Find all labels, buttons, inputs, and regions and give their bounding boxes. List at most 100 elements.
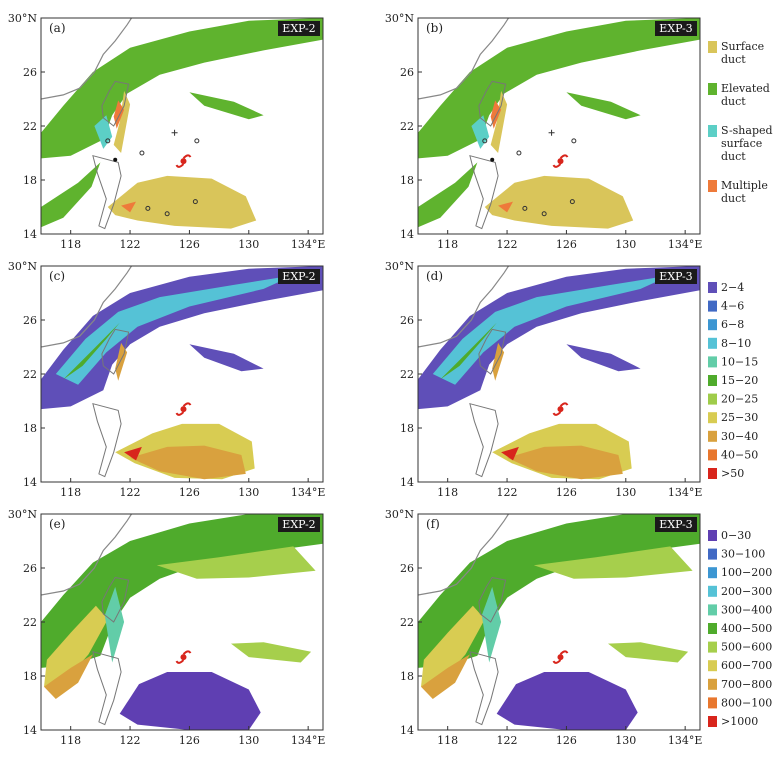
- y-tick-label: 26: [400, 314, 414, 327]
- station-marker: [522, 205, 528, 211]
- legend-row-3: 0−30 30−100 100−200 200−300 300−400 400−500 50…: [708, 529, 773, 728]
- legend-item: 100−200: [708, 566, 772, 579]
- y-tick-label: 30°N: [8, 508, 37, 521]
- typhoon-icon: [175, 650, 192, 664]
- legend-row-1: SurfaceductElevatedductS-shapedsurfacedu…: [708, 40, 773, 205]
- y-tick-label: 26: [23, 562, 37, 575]
- experiment-label: EXP-2: [282, 518, 315, 531]
- duct-height-band-mid: [432, 275, 671, 385]
- surface-duct-area: [490, 90, 508, 153]
- legend-swatch: [708, 356, 717, 368]
- legend-swatch: [708, 660, 717, 672]
- x-tick-label: 130: [238, 486, 259, 499]
- duct-strength-south: [119, 672, 261, 730]
- legend-label: 400−500: [721, 622, 772, 635]
- duct-strength-east-band: [156, 546, 316, 579]
- legend-item: 30−100: [708, 548, 765, 561]
- duct-height-east: [566, 344, 641, 372]
- y-tick-label: 14: [23, 724, 37, 737]
- duct-height-south-core: [130, 445, 246, 480]
- legend-swatch: [708, 41, 717, 53]
- x-tick-label: 118: [437, 734, 458, 747]
- experiment-label: EXP-3: [659, 22, 692, 35]
- legend-swatch: [708, 180, 717, 192]
- y-tick-label: 18: [400, 422, 414, 435]
- legend-label: 20−25: [721, 393, 758, 406]
- duct-strength-east-band: [533, 546, 693, 579]
- x-tick-label: 122: [120, 734, 141, 747]
- y-tick-label: 18: [400, 670, 414, 683]
- station-marker: [145, 205, 151, 211]
- legend-item: 800−1000: [708, 696, 773, 709]
- typhoon-icon: [552, 154, 569, 168]
- legend-label: S-shaped: [721, 124, 773, 137]
- panel-a: (a) EXP-2 118 122 126 130 134°E 30°N 26 22 18 14: [8, 12, 326, 251]
- legend-item: 700−800: [708, 678, 772, 691]
- y-tick-label: 14: [23, 476, 37, 489]
- elevated-duct-area: [41, 162, 101, 228]
- legend-swatch: [708, 623, 717, 634]
- duct-height-band-mid: [55, 275, 294, 385]
- y-tick-label: 22: [23, 368, 37, 381]
- elevated-duct-area: [566, 92, 641, 120]
- y-tick-label: 26: [400, 66, 414, 79]
- duct-height-band-low: [41, 266, 323, 410]
- legend-label: >1000: [721, 715, 758, 728]
- legend-label: 30−40: [721, 430, 758, 443]
- taiwan-coastline: [101, 576, 130, 623]
- legend-label: 8−10: [721, 337, 751, 350]
- legend-item: 600−700: [708, 659, 772, 672]
- legend-swatch: [708, 468, 717, 479]
- legend-label: 100−200: [721, 566, 772, 579]
- x-tick-label: 130: [238, 734, 259, 747]
- cross-marker: [548, 129, 555, 136]
- legend-label: 6−8: [721, 318, 744, 331]
- x-tick-label: 126: [179, 734, 200, 747]
- legend-item: 30−40: [708, 430, 758, 443]
- station-marker: [164, 211, 170, 217]
- legend-swatch: [708, 375, 717, 386]
- x-tick-label: 118: [60, 238, 81, 251]
- experiment-tag: EXP-2: [278, 269, 320, 284]
- duct-strength-west: [44, 605, 108, 687]
- y-tick-label: 14: [400, 476, 414, 489]
- mainland-coastline: [41, 266, 133, 348]
- luzon-coastline: [469, 154, 499, 230]
- legend-item: >1000: [708, 715, 758, 728]
- luzon-coastline: [92, 402, 122, 478]
- legend-swatch: [708, 641, 717, 653]
- x-tick-label: 134°E: [668, 486, 703, 499]
- experiment-tag: EXP-3: [655, 21, 697, 36]
- x-tick-label: 130: [615, 734, 636, 747]
- x-tick-label: 126: [179, 486, 200, 499]
- y-tick-label: 22: [23, 120, 37, 133]
- legend-label: 300−400: [721, 603, 772, 616]
- x-tick-label: 126: [556, 238, 577, 251]
- legend-label: 10−15: [721, 355, 758, 368]
- station-marker: [105, 138, 111, 144]
- duct-strength-taiwan: [481, 586, 502, 663]
- x-tick-label: 118: [60, 486, 81, 499]
- legend-label: 25−30: [721, 411, 758, 424]
- legend-swatch: [708, 430, 717, 442]
- panel-f: (f) EXP-3 118 122 126 130 134°E 30°N 26 22 18 14: [385, 508, 703, 747]
- legend-item: >50: [708, 467, 744, 480]
- x-tick-label: 134°E: [291, 734, 326, 747]
- duct-strength-taiwan: [104, 586, 125, 663]
- y-tick-label: 18: [400, 174, 414, 187]
- surface-duct-area: [484, 175, 634, 229]
- legend-item: 200−300: [708, 585, 772, 598]
- legend-label: duct: [721, 53, 746, 66]
- y-tick-label: 22: [23, 616, 37, 629]
- legend-swatch: [708, 83, 717, 95]
- y-tick-label: 26: [23, 66, 37, 79]
- legend-item: 25−30: [708, 411, 758, 424]
- legends: SurfaceductElevatedductS-shapedsurfacedu…: [708, 40, 773, 728]
- multiple-duct-area: [498, 201, 513, 213]
- panel-e: (e) EXP-2 118 122 126 130 134°E 30°N 26 22 18 14: [8, 508, 326, 747]
- mainland-coastline: [41, 514, 133, 596]
- legend-swatch: [708, 393, 717, 405]
- experiment-label: EXP-3: [659, 270, 692, 283]
